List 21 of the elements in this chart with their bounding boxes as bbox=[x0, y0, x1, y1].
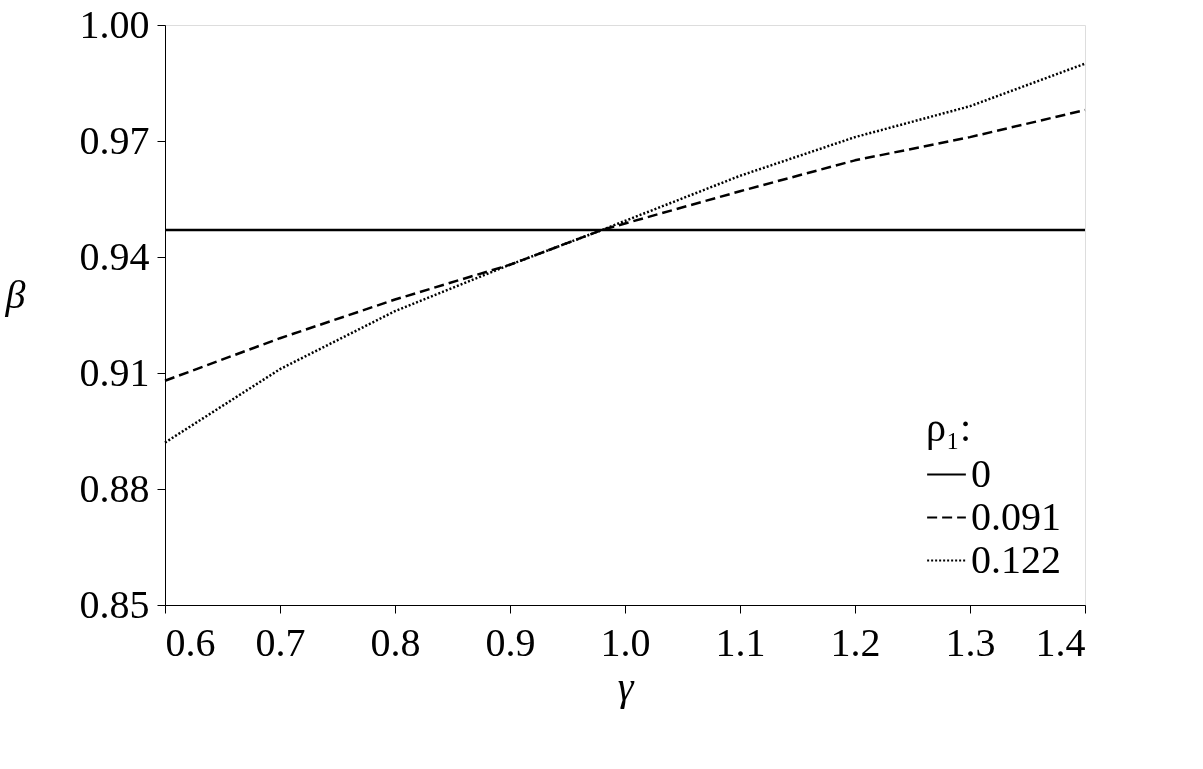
legend-title: ρ₁: bbox=[926, 405, 972, 450]
y-axis-title: β bbox=[4, 271, 26, 317]
y-tick-label: 0.88 bbox=[79, 465, 150, 511]
x-tick-label: 1.4 bbox=[1035, 619, 1086, 665]
legend-label: 0.091 bbox=[971, 493, 1061, 539]
x-axis-title: γ bbox=[617, 663, 635, 709]
x-tick-label: 0.9 bbox=[485, 619, 536, 665]
x-tick-label: 0.8 bbox=[370, 619, 421, 665]
y-tick-label: 0.97 bbox=[79, 117, 150, 163]
y-tick-label: 0.85 bbox=[79, 581, 150, 627]
y-tick-label: 0.94 bbox=[79, 233, 150, 279]
x-tick-label: 0.6 bbox=[165, 619, 216, 665]
x-tick-label: 0.7 bbox=[255, 619, 306, 665]
y-tick-label: 0.91 bbox=[79, 349, 150, 395]
legend-label: 0.122 bbox=[971, 536, 1061, 582]
x-tick-label: 1.3 bbox=[945, 619, 996, 665]
legend-label: 0 bbox=[971, 450, 991, 496]
y-tick-label: 1.00 bbox=[79, 1, 150, 47]
x-tick-label: 1.2 bbox=[830, 619, 881, 665]
x-tick-label: 1.0 bbox=[600, 619, 651, 665]
x-tick-label: 1.1 bbox=[715, 619, 766, 665]
